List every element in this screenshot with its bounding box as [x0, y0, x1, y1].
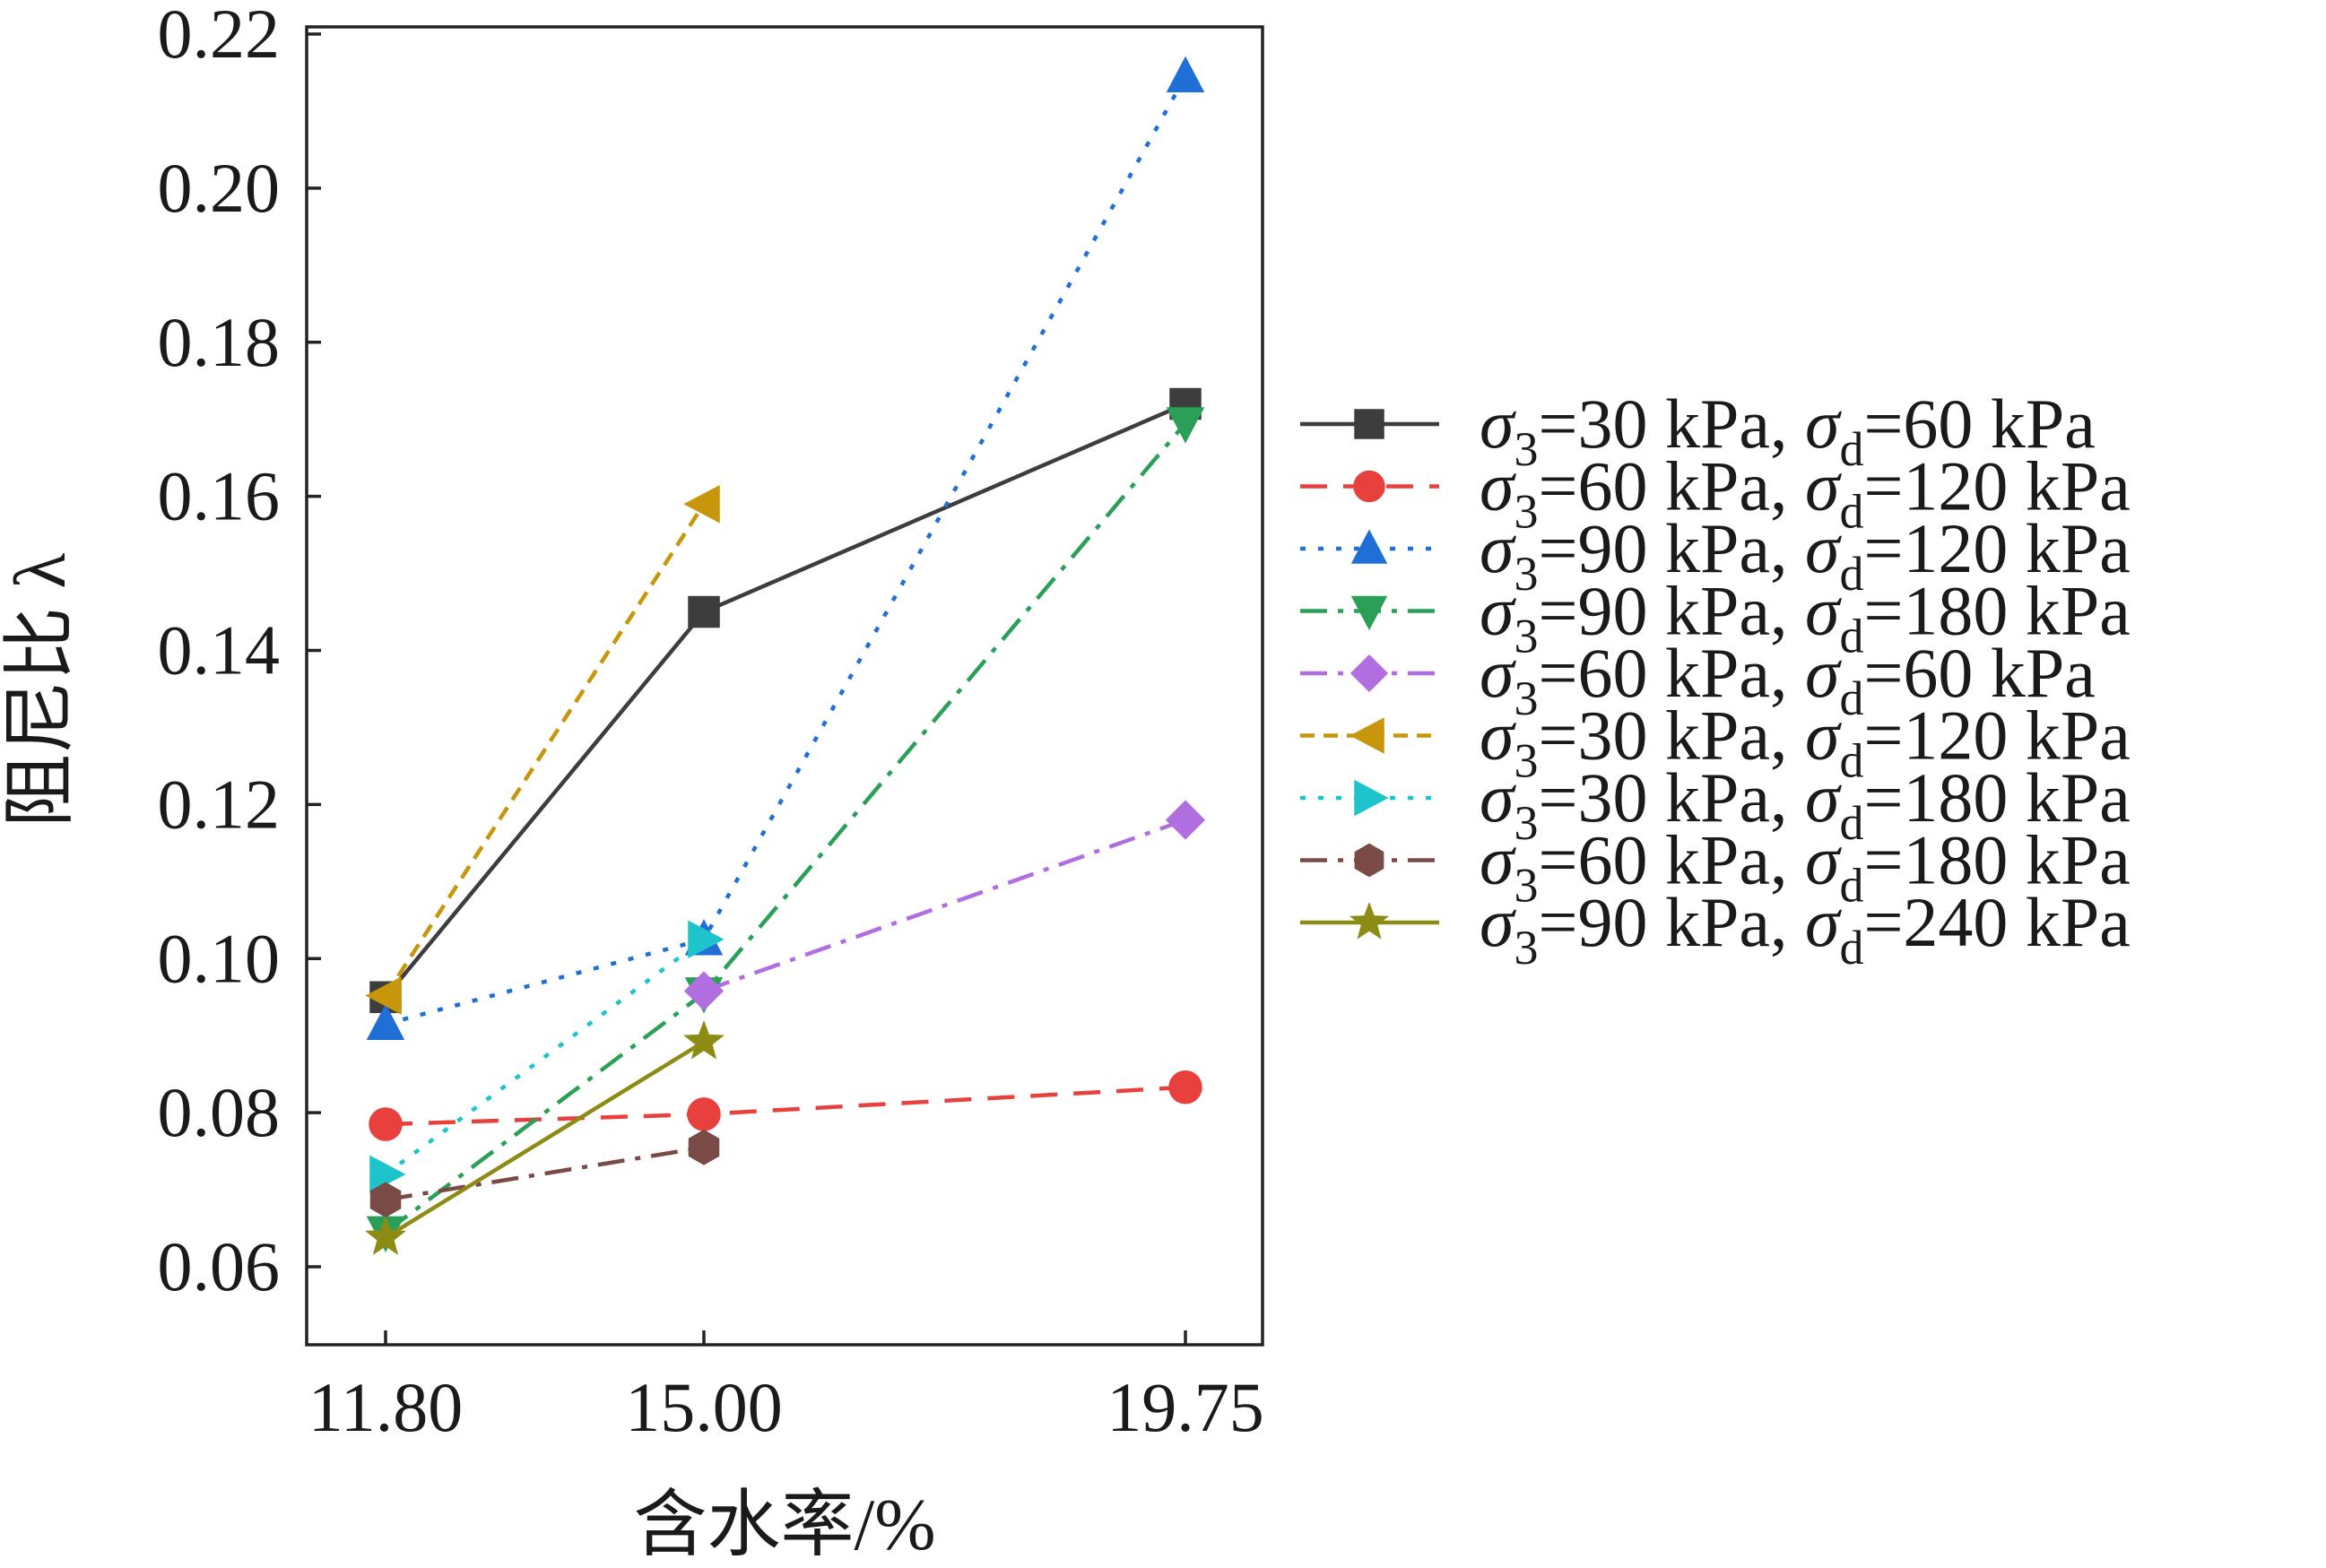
legend-label: σ3=60 kPa, σd=120 kPa — [1480, 447, 2131, 539]
data-point — [683, 971, 725, 1011]
legend-label: σ3=30 kPa, σd=60 kPa — [1480, 385, 2096, 476]
legend-marker — [1350, 595, 1388, 631]
y-tick-label: 0.22 — [158, 0, 281, 73]
y-tick-label: 0.06 — [158, 1227, 281, 1305]
data-point — [366, 1003, 405, 1041]
data-point — [683, 484, 720, 524]
legend-item: σ3=30 kPa, σd=180 kPa — [1300, 758, 2131, 850]
legend-label: σ3=30 kPa, σd=180 kPa — [1480, 758, 2131, 850]
legend-item: σ3=90 kPa, σd=120 kPa — [1300, 509, 2131, 601]
y-tick-label: 0.14 — [158, 611, 281, 689]
series-7 — [369, 920, 725, 1194]
legend-marker — [1354, 409, 1384, 439]
x-tick-label: 19.75 — [1107, 1368, 1264, 1446]
legend-marker — [1350, 654, 1389, 693]
y-tick-label: 0.10 — [158, 919, 281, 997]
data-point — [688, 595, 720, 628]
y-tick-label: 0.12 — [158, 765, 281, 843]
legend-marker — [1354, 779, 1389, 817]
y-tick-label: 0.16 — [158, 457, 281, 535]
legend-item: σ3=90 kPa, σd=240 kPa — [1300, 883, 2131, 975]
data-point — [1166, 56, 1205, 93]
data-point — [369, 1107, 403, 1141]
data-point — [688, 920, 725, 959]
plot-area: 0.06 0.08 0.10 0.12 0.14 0.16 0.18 0.20 0.22 11.8… — [0, 0, 1264, 1565]
series-2 — [369, 1070, 1202, 1141]
data-point — [1166, 407, 1205, 444]
plot-frame — [305, 25, 1264, 1347]
legend-marker — [1350, 717, 1384, 754]
x-tick-label: 15.00 — [625, 1368, 783, 1446]
series-9 — [365, 1019, 725, 1255]
legend-item: σ3=90 kPa, σd=180 kPa — [1300, 572, 2131, 663]
data-point — [1165, 800, 1206, 840]
legend-item: σ3=30 kPa, σd=60 kPa — [1300, 385, 2096, 476]
legend-item: σ3=60 kPa, σd=60 kPa — [1300, 634, 2096, 725]
legend-marker — [1354, 843, 1384, 878]
legend-label: σ3=60 kPa, σd=180 kPa — [1480, 821, 2131, 913]
legend-item: σ3=60 kPa, σd=120 kPa — [1300, 447, 2131, 539]
data-point — [688, 1129, 720, 1165]
data-point — [687, 1097, 721, 1131]
legend-item: σ3=60 kPa, σd=180 kPa — [1300, 821, 2131, 913]
legend-label: σ3=90 kPa, σd=180 kPa — [1480, 572, 2131, 663]
legend-label: σ3=90 kPa, σd=120 kPa — [1480, 509, 2131, 601]
y-tick-label: 0.20 — [158, 149, 281, 227]
series-5 — [683, 800, 1206, 1011]
legend-label: σ3=90 kPa, σd=240 kPa — [1480, 883, 2131, 975]
series-line — [384, 1040, 706, 1240]
legend-label: σ3=30 kPa, σd=120 kPa — [1480, 697, 2131, 788]
x-tick-label: 11.80 — [308, 1368, 464, 1446]
series-6 — [365, 484, 720, 1015]
series-line — [385, 75, 1187, 1027]
data-point — [365, 976, 402, 1015]
y-axis-title: 阻尼比 λ — [0, 553, 81, 828]
legend-item: σ3=30 kPa, σd=120 kPa — [1300, 697, 2131, 788]
legend-marker — [1349, 901, 1390, 940]
data-point — [1168, 1070, 1202, 1105]
data-point — [683, 1019, 725, 1060]
x-axis-title: 含水率/% — [633, 1484, 935, 1565]
legend-marker — [1353, 470, 1385, 503]
data-point — [365, 1216, 406, 1255]
y-tick-label: 0.08 — [158, 1073, 281, 1151]
y-tick-label: 0.18 — [158, 303, 281, 381]
series-line — [384, 502, 706, 997]
series-line — [384, 937, 706, 1176]
series-line — [703, 818, 1186, 993]
legend-label: σ3=60 kPa, σd=60 kPa — [1480, 634, 2096, 725]
legend-marker — [1350, 529, 1388, 564]
